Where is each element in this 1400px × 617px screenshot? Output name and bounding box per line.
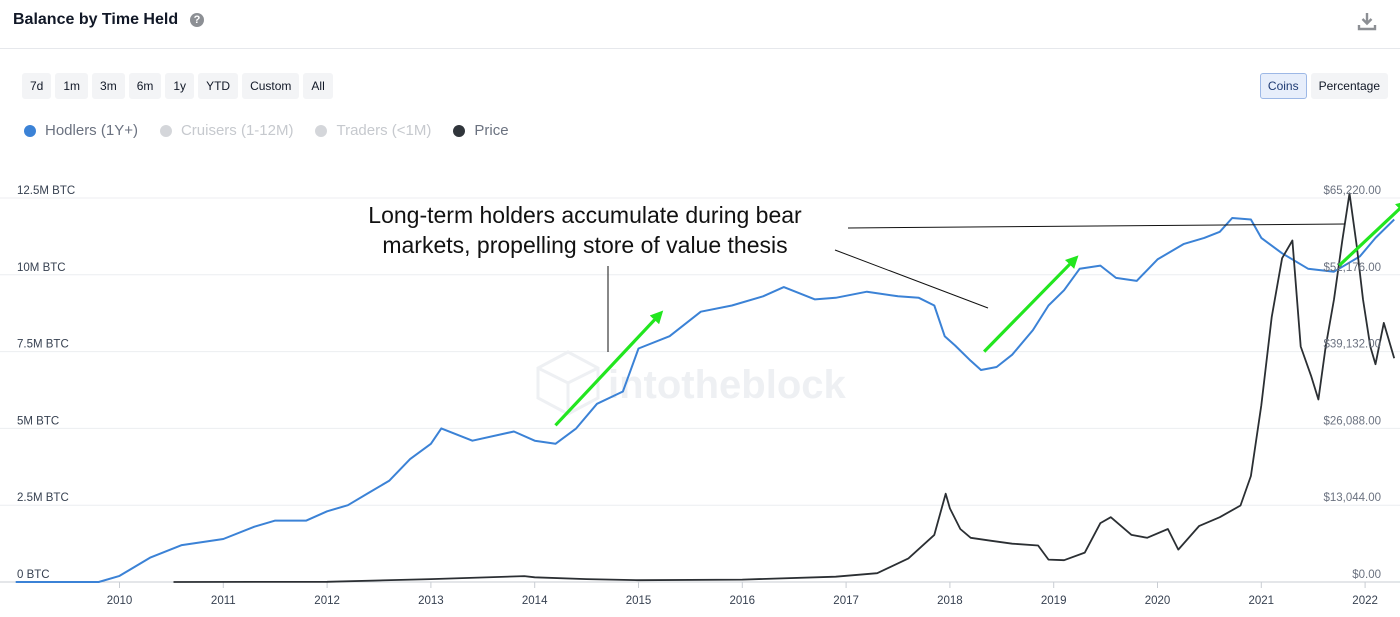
legend-dot-hodlers	[24, 124, 36, 137]
y-left-tick-label: 12.5M BTC	[17, 185, 75, 197]
watermark-logo-icon-edges	[537, 366, 599, 414]
legend-dot-cruisers	[159, 124, 172, 137]
question-circle-icon[interactable]: ?	[190, 13, 204, 27]
download-icon[interactable]	[1356, 10, 1378, 32]
x-tick-label: 2011	[211, 595, 236, 607]
x-tick-label: 2010	[107, 595, 133, 607]
annotation: Long-term holders accumulate during bear…	[305, 200, 865, 260]
trend-arrows	[554, 200, 1400, 427]
price-series-line	[173, 192, 1396, 583]
x-tick-label: 2012	[314, 595, 340, 607]
x-tick-label: 2019	[1041, 595, 1067, 607]
x-tick-label: 2013	[418, 595, 444, 607]
legend-label-traders: Traders (<1M)	[336, 122, 432, 139]
range-button-all[interactable]: All	[303, 73, 333, 99]
trend-arrow	[554, 310, 664, 427]
legend-dot-price	[453, 124, 466, 137]
y-left-tick-label: 7.5M BTC	[17, 339, 69, 351]
y-right-tick-label: $65,220.00	[1323, 185, 1381, 197]
legend-item-cruisers[interactable]: Cruisers (1-12M)	[159, 122, 294, 139]
legend: Hodlers (1Y+) Cruisers (1-12M) Traders (…	[24, 122, 509, 139]
range-button-ytd[interactable]: YTD	[198, 73, 239, 99]
annotation-line-2: markets, propelling store of value thesi…	[382, 232, 788, 258]
chart-ticks: 0 BTC $0.00 2.5M BTC $13,044.00 5M BTC $26,08…	[17, 185, 1381, 607]
legend-dot-traders	[315, 124, 328, 137]
legend-item-price[interactable]: Price	[453, 122, 509, 139]
y-right-tick-label: $13,044.00	[1323, 492, 1381, 504]
coins-button[interactable]: Coins	[1259, 73, 1307, 99]
y-left-tick-label: 0 BTC	[17, 569, 50, 581]
range-button-custom[interactable]: Custom	[242, 73, 300, 99]
y-right-tick-label: $39,132.00	[1323, 339, 1381, 351]
y-right-tick-label: $0.00	[1352, 569, 1381, 581]
annotation-line-1: Long-term holders accumulate during bear	[368, 202, 802, 228]
y-right-tick-label: $26,088.00	[1323, 415, 1381, 427]
legend-item-traders[interactable]: Traders (<1M)	[315, 122, 431, 139]
x-tick-label: 2014	[522, 595, 548, 607]
y-left-tick-label: 5M BTC	[17, 415, 59, 427]
x-tick-label: 2022	[1352, 595, 1378, 607]
range-button-1y[interactable]: 1y	[165, 73, 195, 99]
y-left-tick-label: 10M BTC	[17, 262, 66, 274]
x-tick-label: 2015	[626, 595, 652, 607]
watermark-text: intotheblock	[608, 363, 847, 407]
callout-line	[847, 223, 1346, 229]
annotation-callout-lines	[607, 223, 1346, 352]
x-tick-label: 2020	[1145, 595, 1171, 607]
range-button-3m[interactable]: 3m	[92, 73, 125, 99]
chart-series	[15, 192, 1396, 583]
header: Balance by Time Held ?	[0, 0, 1400, 49]
range-button-7d[interactable]: 7d	[22, 73, 52, 99]
range-button-6m[interactable]: 6m	[128, 73, 162, 99]
x-tick-label: 2021	[1249, 595, 1275, 607]
legend-label-hodlers: Hodlers (1Y+)	[45, 122, 138, 139]
callout-line	[834, 249, 989, 309]
percentage-button[interactable]: Percentage	[1310, 73, 1388, 99]
page-title: Balance by Time Held	[13, 11, 179, 28]
mode-buttons: Coins Percentage	[1259, 73, 1388, 99]
x-tick-label: 2018	[937, 595, 963, 607]
y-left-tick-label: 2.5M BTC	[17, 492, 69, 504]
y-right-tick-label: $52,176.00	[1323, 262, 1381, 274]
legend-item-hodlers[interactable]: Hodlers (1Y+)	[24, 122, 138, 139]
range-button-1m[interactable]: 1m	[55, 73, 89, 99]
legend-label-cruisers: Cruisers (1-12M)	[180, 122, 294, 139]
x-tick-label: 2017	[833, 595, 859, 607]
watermark: intotheblock	[536, 350, 847, 416]
legend-label-price: Price	[474, 122, 509, 139]
chart-grid	[0, 197, 1400, 588]
hodlers-series-line	[15, 217, 1395, 583]
time-range-buttons: 7d 1m 3m 6m 1y YTD Custom All	[22, 73, 333, 99]
x-tick-label: 2016	[730, 595, 756, 607]
trend-arrow	[1338, 200, 1400, 267]
trend-arrow	[983, 255, 1079, 353]
